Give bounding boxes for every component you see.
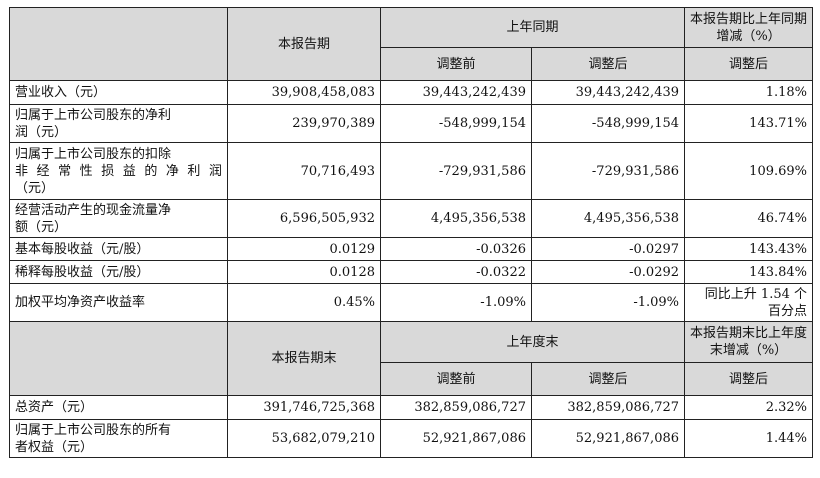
header-subrow: 调整前 调整后 调整后 — [10, 47, 814, 81]
row-label-diluted-eps: 稀释每股收益（元/股） — [9, 260, 228, 284]
row-label-weighted-roe: 加权平均净资产收益率 — [9, 283, 228, 322]
row-label-line: 归属于上市公司股东的所有 — [15, 422, 172, 438]
row-label-line: 归属于上市公司股东的扣除 — [15, 146, 172, 162]
cell-before-adjustment: -729,931,586 — [380, 142, 532, 200]
row-label-operating-cash-flow: 经营活动产生的现金流量净 额（元） — [9, 199, 228, 238]
cell-change-line: 百分点 — [768, 303, 808, 319]
header-current-period-end: 本报告期末 — [227, 321, 381, 396]
row-label-net-profit-deducted: 归属于上市公司股东的扣除 非经常性损益的净利润 （元） — [9, 142, 228, 200]
header-row: 本报告期末 上年度末 本报告期末比上年度末增减（%） — [9, 321, 814, 396]
cell-current: 391,746,725,368 — [227, 395, 381, 420]
header-before-adjustment: 调整前 — [380, 47, 532, 81]
header-change: 本报告期比上年同期增减（%） — [684, 7, 814, 48]
cell-before-adjustment: -0.0322 — [380, 260, 532, 284]
table-row: 营业收入（元） 39,908,458,083 39,443,242,439 39… — [9, 80, 814, 105]
cell-before-adjustment: -1.09% — [380, 283, 532, 322]
header-before-adjustment: 调整前 — [380, 362, 532, 396]
header-row: 本报告期 上年同期 本报告期比上年同期增减（%） — [9, 7, 814, 81]
table-row: 归属于上市公司股东的扣除 非经常性损益的净利润 （元） 70,716,493 -72… — [9, 142, 814, 200]
header-blank-cell — [9, 321, 228, 396]
cell-change: 109.69% — [684, 142, 814, 200]
financial-summary-table: 本报告期 上年同期 本报告期比上年同期增减（%） 调整前 调整后 调整后 营业收… — [9, 7, 814, 458]
cell-current: 0.45% — [227, 283, 381, 322]
cell-after-adjustment: -0.0297 — [530, 237, 686, 261]
table-row: 经营活动产生的现金流量净 额（元） 6,596,505,932 4,495,356… — [9, 199, 814, 238]
row-label-line: 归属于上市公司股东的净利 — [15, 107, 172, 123]
cell-after-adjustment: 382,859,086,727 — [530, 395, 686, 420]
header-blank-cell — [9, 7, 228, 81]
cell-change: 143.84% — [684, 260, 814, 284]
cell-change: 2.32% — [684, 395, 814, 420]
cell-current: 0.0129 — [227, 237, 381, 261]
table-row: 加权平均净资产收益率 0.45% -1.09% -1.09% 同比上升 1.54… — [9, 283, 814, 322]
header-prior-period: 上年同期 — [379, 7, 686, 48]
row-label-basic-eps: 基本每股收益（元/股） — [9, 237, 228, 261]
cell-after-adjustment: 4,495,356,538 — [530, 199, 686, 238]
header-change: 本报告期末比上年度末增减（%） — [684, 321, 814, 363]
cell-before-adjustment: 382,859,086,727 — [380, 395, 532, 420]
row-label-line: 经营活动产生的现金流量净 — [15, 202, 172, 218]
header-subrow: 调整前 调整后 调整后 — [10, 362, 814, 396]
row-label-line: 润（元） — [15, 124, 68, 140]
cell-change: 143.71% — [684, 104, 814, 143]
table-row: 总资产（元） 391,746,725,368 382,859,086,727 3… — [9, 395, 814, 420]
header-change-after-adjustment: 调整后 — [684, 362, 814, 396]
table-row: 归属于上市公司股东的净利 润（元） 239,970,389 -548,999,15… — [9, 104, 814, 143]
cell-current: 6,596,505,932 — [227, 199, 381, 238]
header-prior-year-end: 上年度末 — [379, 321, 686, 363]
cell-before-adjustment: -0.0326 — [380, 237, 532, 261]
cell-current: 39,908,458,083 — [227, 80, 381, 105]
cell-current: 0.0128 — [227, 260, 381, 284]
cell-before-adjustment: -548,999,154 — [380, 104, 532, 143]
row-label-revenue: 营业收入（元） — [9, 80, 228, 105]
table-row: 基本每股收益（元/股） 0.0129 -0.0326 -0.0297 143.4… — [9, 237, 814, 261]
header-current-period: 本报告期 — [227, 7, 381, 81]
cell-change: 46.74% — [684, 199, 814, 238]
cell-after-adjustment: 52,921,867,086 — [530, 419, 686, 458]
header-after-adjustment: 调整后 — [530, 362, 686, 396]
row-label-owners-equity: 归属于上市公司股东的所有 者权益（元） — [9, 419, 228, 458]
cell-before-adjustment: 52,921,867,086 — [380, 419, 532, 458]
cell-after-adjustment: -729,931,586 — [530, 142, 686, 200]
row-label-line: （元） — [15, 180, 55, 196]
cell-change: 同比上升 1.54 个百分点 — [684, 283, 814, 322]
cell-after-adjustment: -548,999,154 — [530, 104, 686, 143]
cell-after-adjustment: 39,443,242,439 — [530, 80, 686, 105]
cell-change: 1.44% — [684, 419, 814, 458]
cell-change-line: 同比上升 1.54 个 — [704, 286, 808, 302]
cell-current: 53,682,079,210 — [227, 419, 381, 458]
cell-after-adjustment: -1.09% — [530, 283, 686, 322]
row-label-net-profit: 归属于上市公司股东的净利 润（元） — [9, 104, 228, 143]
row-label-line: 者权益（元） — [15, 439, 94, 455]
header-change-after-adjustment: 调整后 — [684, 47, 814, 81]
row-label-line: 额（元） — [15, 219, 68, 235]
header-after-adjustment: 调整后 — [530, 47, 686, 81]
row-label-total-assets: 总资产（元） — [9, 395, 228, 420]
table-row: 稀释每股收益（元/股） 0.0128 -0.0322 -0.0292 143.8… — [9, 260, 814, 284]
table-row: 归属于上市公司股东的所有 者权益（元） 53,682,079,210 52,921… — [9, 419, 814, 458]
row-label-line: 非经常性损益的净利润 — [15, 163, 222, 179]
cell-current: 239,970,389 — [227, 104, 381, 143]
cell-before-adjustment: 4,495,356,538 — [380, 199, 532, 238]
cell-before-adjustment: 39,443,242,439 — [380, 80, 532, 105]
cell-after-adjustment: -0.0292 — [530, 260, 686, 284]
cell-change: 143.43% — [684, 237, 814, 261]
cell-change: 1.18% — [684, 80, 814, 105]
cell-current: 70,716,493 — [227, 142, 381, 200]
